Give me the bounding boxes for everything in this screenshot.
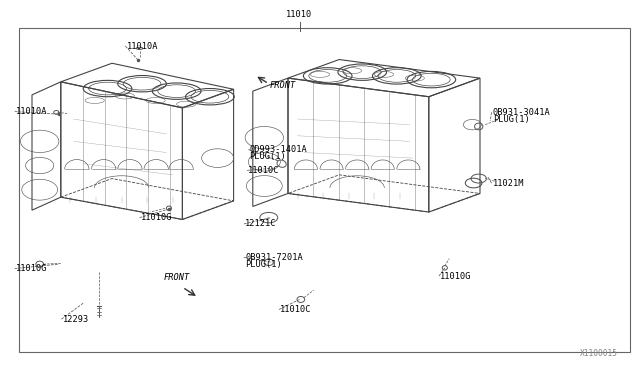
Text: 11010C: 11010C [248,166,280,175]
Text: 11010G: 11010G [141,213,172,222]
Text: PLUG(1): PLUG(1) [245,260,282,269]
Text: 0B931-7201A: 0B931-7201A [245,253,303,262]
Text: 0B931-3041A: 0B931-3041A [493,108,550,117]
Text: 12293: 12293 [63,315,89,324]
Text: FRONT: FRONT [270,81,296,90]
Text: X1100015: X1100015 [580,349,618,358]
Text: 11010C: 11010C [280,305,312,314]
Text: 11010: 11010 [286,10,313,19]
Text: 12121C: 12121C [245,219,276,228]
Text: 11021M: 11021M [493,179,524,187]
Text: 11010G: 11010G [16,264,47,273]
Text: PLUG(1): PLUG(1) [250,153,286,161]
Text: 0D993-1401A: 0D993-1401A [250,145,307,154]
Text: PLUG(1): PLUG(1) [493,115,529,124]
Bar [19,28,630,352]
Text: FRONT: FRONT [163,273,189,282]
Text: 11010G: 11010G [440,272,472,280]
Text: 11010A: 11010A [16,107,47,116]
Text: 11010A: 11010A [127,42,158,51]
